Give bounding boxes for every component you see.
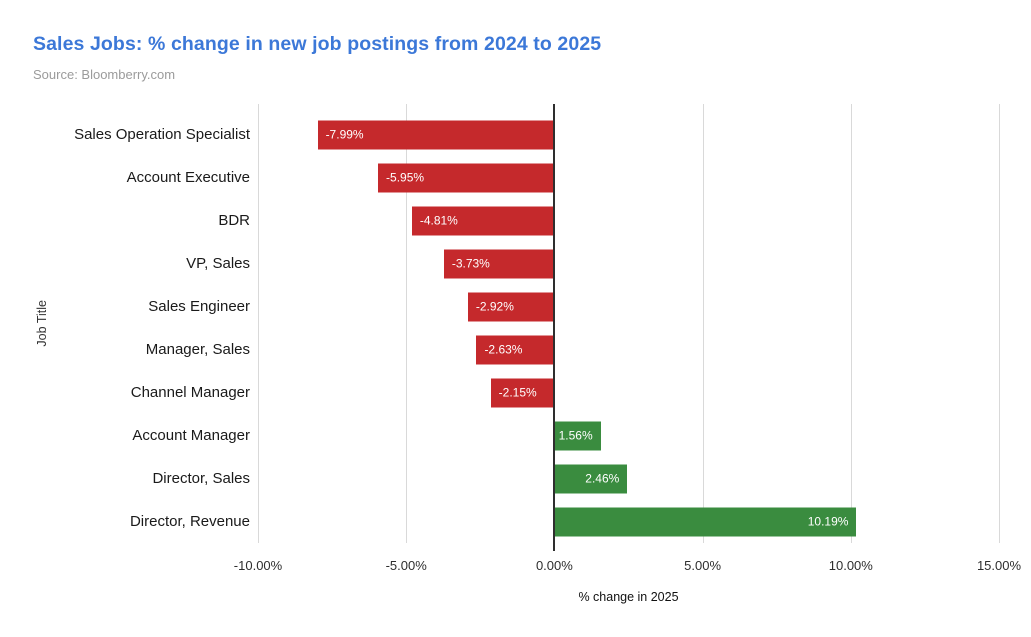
bar-row: -3.73%: [258, 242, 999, 285]
zero-axis-line: [553, 104, 556, 551]
category-axis-labels: Sales Operation Specialist Account Execut…: [0, 113, 250, 543]
bar-value-label: -2.92%: [475, 299, 514, 314]
x-tick-label: 0.00%: [535, 558, 573, 573]
bar-rows: -7.99% -5.95% -4.81% -3.73% -2.92% -2.63% -2.1…: [258, 113, 999, 543]
bar-row: -2.63%: [258, 328, 999, 371]
bar-value-label: -4.81%: [419, 213, 458, 228]
bar: -2.92%: [467, 292, 555, 321]
x-tick-label: -10.00%: [233, 558, 283, 573]
plot-area: -7.99% -5.95% -4.81% -3.73% -2.92% -2.63% -2.1…: [258, 104, 1000, 551]
bar-value-label: 2.46%: [585, 471, 620, 486]
gridline: [999, 104, 1000, 543]
bar-row: -5.95%: [258, 156, 999, 199]
bar-row: -2.15%: [258, 371, 999, 414]
x-tick-label: -5.00%: [385, 558, 427, 573]
gridline: [702, 104, 704, 543]
category-label: Director, Revenue: [129, 513, 250, 530]
x-axis-tick-labels: -10.00% -5.00% 0.00% 5.00% 10.00% 15.00%: [234, 558, 1021, 574]
category-label: Account Manager: [132, 427, 250, 444]
bar-value-label: -5.95%: [386, 170, 425, 185]
bar-value-label: -7.99%: [325, 127, 364, 142]
bar-row: 10.19%: [258, 500, 999, 543]
gridline: [406, 104, 408, 543]
x-axis-title: % change in 2025: [578, 590, 679, 604]
chart-source: Source: Bloomberry.com: [33, 67, 176, 82]
bar-value-label: 10.19%: [807, 514, 849, 529]
bar-row: -2.92%: [258, 285, 999, 328]
bar: -2.15%: [490, 378, 555, 407]
category-label: Manager, Sales: [145, 341, 250, 358]
gridline: [850, 104, 852, 543]
x-tick-label: 10.00%: [828, 558, 873, 573]
category-label: Director, Sales: [152, 470, 250, 487]
category-label: Sales Operation Specialist: [74, 126, 250, 143]
bar: 2.46%: [554, 464, 628, 493]
bar-row: -4.81%: [258, 199, 999, 242]
category-label: Channel Manager: [130, 384, 250, 401]
bar-value-label: -2.15%: [498, 385, 537, 400]
bar: -7.99%: [317, 120, 555, 149]
category-label: BDR: [218, 212, 250, 229]
bar: -5.95%: [378, 163, 555, 192]
gridline: [258, 104, 259, 543]
chart-title: Sales Jobs: % change in new job postings…: [33, 33, 602, 55]
bar-value-label: -3.73%: [451, 256, 490, 271]
bar: 1.56%: [554, 421, 601, 450]
bar: -3.73%: [443, 249, 555, 278]
bar-value-label: -2.63%: [484, 342, 523, 357]
bar: 10.19%: [554, 507, 857, 536]
category-label: Sales Engineer: [148, 298, 250, 315]
bar-row: 2.46%: [258, 457, 999, 500]
bar: -4.81%: [411, 206, 555, 235]
bar-row: 1.56%: [258, 414, 999, 457]
bar-row: -7.99%: [258, 113, 999, 156]
category-label: VP, Sales: [186, 255, 250, 272]
bar: -2.63%: [476, 335, 555, 364]
category-label: Account Executive: [126, 169, 250, 186]
x-tick-label: 15.00%: [976, 558, 1022, 573]
x-tick-label: 5.00%: [684, 558, 722, 573]
bar-value-label: 1.56%: [558, 428, 593, 443]
